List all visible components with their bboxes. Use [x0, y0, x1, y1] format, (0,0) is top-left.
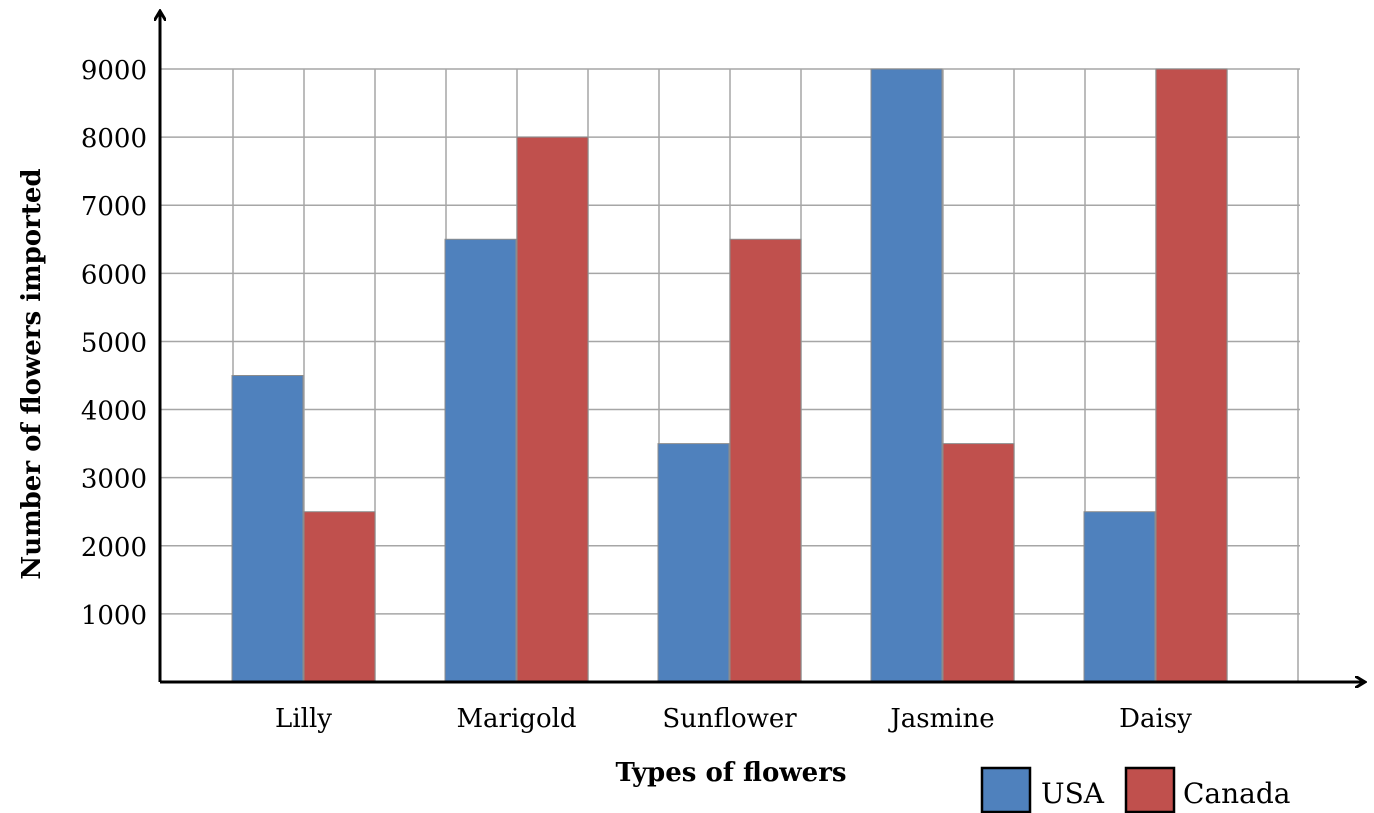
legend-label-usa: USA — [1041, 777, 1105, 810]
bar-canada-jasmine — [942, 443, 1015, 683]
bar-canada-daisy — [1155, 68, 1228, 683]
x-tick-label: Sunflower — [662, 704, 797, 734]
bar-usa-lilly — [231, 375, 304, 683]
bar-canada-marigold — [516, 136, 589, 683]
x-tick-label: Jasmine — [887, 704, 994, 734]
x-tick-labels: Lilly Marigold Sunflower Jasmine Daisy — [275, 704, 1192, 734]
legend-label-canada: Canada — [1183, 777, 1290, 810]
y-tick-label: 7000 — [81, 192, 147, 222]
y-tick-label: 5000 — [81, 328, 147, 358]
y-axis-title: Number of flowers imported — [17, 168, 47, 579]
y-tick-label: 6000 — [81, 260, 147, 290]
x-tick-label: Lilly — [275, 704, 332, 734]
y-tick-label: 3000 — [81, 465, 147, 495]
bar-canada-sunflower — [729, 238, 802, 683]
y-tick-label: 1000 — [81, 601, 147, 631]
x-tick-label: Marigold — [456, 704, 576, 734]
bars — [231, 68, 1228, 683]
bar-usa-jasmine — [870, 68, 943, 683]
bar-usa-marigold — [444, 238, 517, 683]
bar-canada-lilly — [303, 511, 376, 683]
legend-swatch-usa — [980, 766, 1032, 813]
y-tick-label: 9000 — [81, 56, 147, 86]
bar-usa-daisy — [1083, 511, 1156, 683]
x-tick-label: Daisy — [1119, 704, 1192, 734]
x-axis-title: Types of flowers — [615, 758, 846, 788]
y-tick-labels: 1000 2000 3000 4000 5000 6000 7000 8000 9000 — [81, 56, 147, 631]
y-tick-label: 4000 — [81, 397, 147, 427]
legend-swatch-canada — [1124, 766, 1176, 813]
legend: USA Canada — [980, 766, 1290, 813]
y-tick-label: 8000 — [81, 124, 147, 154]
bar-usa-sunflower — [657, 443, 730, 683]
y-tick-label: 2000 — [81, 533, 147, 563]
